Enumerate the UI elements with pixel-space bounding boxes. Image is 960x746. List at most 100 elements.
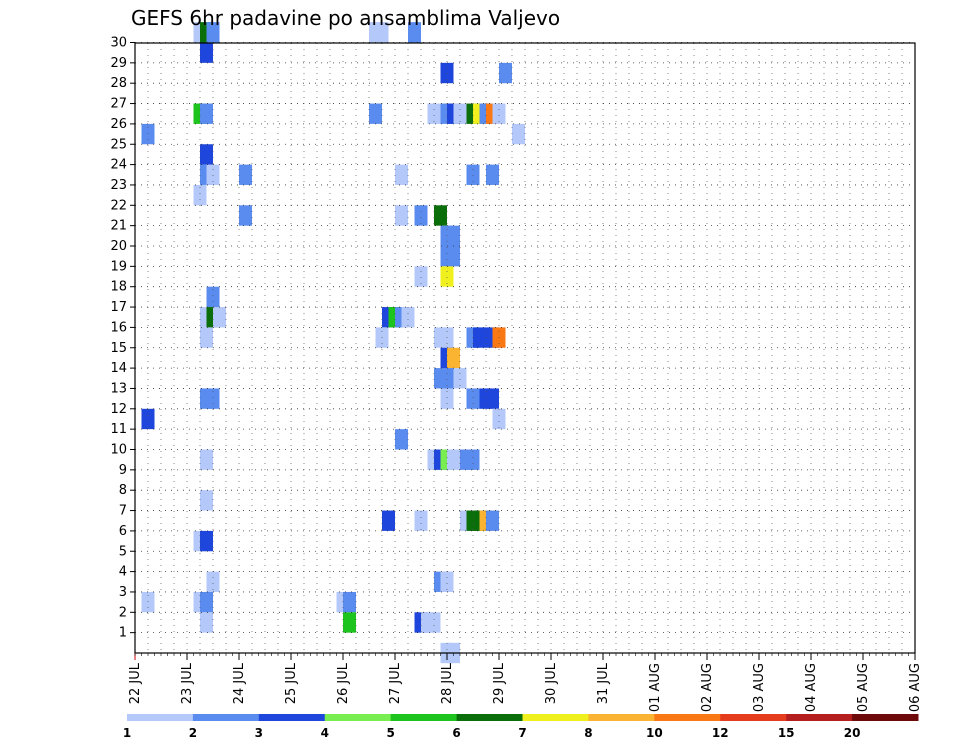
heatmap-cell: [414, 510, 428, 531]
y-tick-label: 15: [110, 341, 127, 356]
colorbar-segment: [127, 714, 194, 721]
heatmap-cell: [486, 510, 499, 531]
colorbar-segment: [588, 714, 655, 721]
y-tick-label: 2: [119, 605, 127, 620]
heatmap-cell: [440, 266, 454, 287]
colorbar-segment: [456, 714, 523, 721]
heatmap-cell: [206, 388, 220, 409]
y-tick-label: 21: [110, 219, 127, 234]
heatmap-cell: [401, 307, 415, 328]
y-tick-label: 24: [110, 158, 127, 173]
y-tick-label: 23: [110, 178, 127, 193]
colorbar-segment: [192, 714, 260, 721]
colorbar-label: 15: [778, 726, 795, 740]
y-tick-label: 17: [110, 300, 127, 315]
y-tick-label: 8: [119, 483, 127, 498]
heatmap-cell: [213, 307, 226, 328]
y-tick-label: 5: [119, 544, 127, 559]
heatmap-cell: [440, 388, 454, 409]
heatmap-cell: [200, 530, 213, 552]
x-tick-label: 28 JUL: [440, 662, 455, 704]
y-tick-label: 28: [110, 76, 127, 91]
heatmap-cell: [200, 327, 213, 348]
heatmap-cell: [473, 327, 486, 348]
colorbar-segment: [390, 714, 458, 721]
heatmap-cell: [453, 368, 467, 389]
heatmap-cell: [395, 429, 408, 450]
heatmap-cell: [395, 164, 408, 185]
colorbar-segment: [852, 714, 919, 721]
heatmap-cell: [434, 205, 447, 226]
heatmap-cell: [447, 449, 460, 470]
x-tick-label: 30 JUL: [544, 662, 559, 704]
y-tick-label: 29: [110, 56, 127, 71]
y-tick-label: 16: [110, 320, 127, 335]
heatmap-cell: [492, 408, 506, 430]
x-tick-label: 05 AUG: [856, 663, 871, 712]
colorbar-label: 6: [452, 726, 460, 740]
heatmap-cell: [427, 612, 441, 633]
x-tick-label: 23 JUL: [180, 662, 195, 704]
heatmap-cell: [486, 388, 499, 409]
y-tick-label: 20: [110, 239, 127, 254]
heatmap-cell: [512, 123, 525, 145]
heatmap-cell: [193, 184, 207, 206]
y-tick-label: 13: [110, 381, 127, 396]
colorbar-label: 12: [712, 726, 729, 740]
heatmap-cell: [369, 103, 382, 124]
heatmap-cell: [395, 205, 408, 226]
heatmap-cell: [200, 490, 213, 511]
y-tick-label: 7: [119, 504, 127, 519]
y-tick-label: 26: [110, 117, 127, 132]
colorbar-segment: [654, 714, 721, 721]
heatmap-cell: [343, 591, 356, 613]
y-tick-label: 14: [110, 361, 127, 376]
heatmap-cell: [200, 449, 213, 470]
x-tick-label: 01 AUG: [648, 663, 663, 712]
y-tick-label: 19: [110, 259, 127, 274]
y-tick-label: 22: [110, 198, 127, 213]
heatmap-cell: [206, 22, 220, 43]
heatmap-cell: [440, 571, 454, 592]
heatmap-cell: [141, 408, 155, 430]
colorbar-label: 3: [255, 726, 263, 740]
colorbar-label: 2: [189, 726, 197, 740]
heatmap-cell: [447, 246, 460, 267]
heatmap-cell: [200, 612, 213, 633]
heatmap-cell: [239, 205, 252, 226]
heatmap-cell: [466, 164, 480, 185]
heatmap-cell: [486, 164, 499, 185]
heatmap-cell: [453, 103, 467, 124]
y-tick-label: 27: [110, 97, 127, 112]
heatmap-cell: [200, 42, 213, 63]
heatmap-cell: [447, 225, 460, 246]
colorbar-segment: [258, 714, 326, 721]
colorbar-segment: [522, 714, 589, 721]
x-tick-label: 24 JUL: [232, 662, 247, 704]
colorbar-label: 5: [386, 726, 394, 740]
colorbar-segment: [786, 714, 853, 721]
y-tick-label: 3: [119, 585, 127, 600]
heatmap-cell: [200, 144, 213, 165]
chart-title: GEFS 6hr padavine po ansamblima Valjevo: [131, 6, 561, 30]
x-tick-label: 03 AUG: [752, 663, 767, 712]
heatmap-cell: [499, 62, 512, 84]
colorbar-label: 10: [646, 726, 663, 740]
heatmap-cell: [414, 266, 428, 287]
heatmap-cell: [206, 571, 220, 592]
heatmap-cell: [141, 123, 155, 145]
heatmap-cell: [408, 22, 421, 43]
heatmap-cell: [440, 368, 454, 389]
x-tick-label: 29 JUL: [492, 662, 507, 704]
x-tick-label: 31 JUL: [596, 662, 611, 704]
x-tick-label: 04 AUG: [804, 663, 819, 712]
y-tick-label: 9: [119, 463, 127, 478]
x-tick-label: 02 AUG: [700, 663, 715, 712]
heatmap-cell: [343, 612, 356, 633]
heatmap-cell: [414, 205, 428, 226]
colorbar-label: 20: [844, 726, 861, 740]
heatmap-cell: [382, 510, 395, 531]
colorbar-label: 4: [321, 726, 329, 740]
